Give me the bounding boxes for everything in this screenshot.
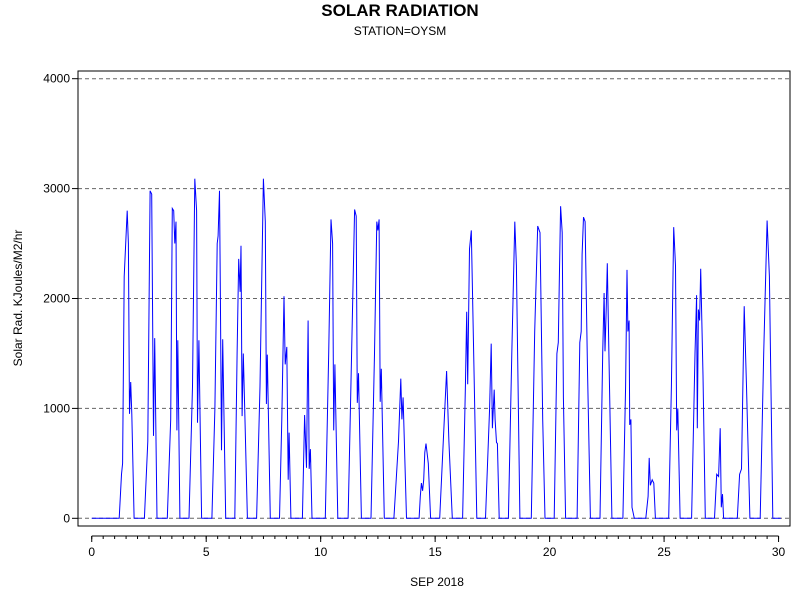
y-axis-label: Solar Rad. KJoules/M2/hr	[11, 230, 25, 367]
x-tick-label: 0	[88, 545, 95, 559]
y-axis: 0 1000 2000 3000 4000	[43, 72, 78, 525]
x-tick-label: 10	[314, 545, 328, 559]
x-tick-label: 20	[543, 545, 557, 559]
grid-layer	[78, 78, 790, 519]
y-tick-label: 1000	[43, 401, 70, 415]
y-tick-label: 4000	[43, 72, 70, 86]
x-axis: 0 5 10 15 20 25 30	[88, 535, 786, 559]
x-tick-label: 25	[657, 545, 671, 559]
x-tick-label: 30	[772, 545, 786, 559]
y-tick-label: 0	[63, 511, 70, 525]
x-tick-label: 5	[203, 545, 210, 559]
x-axis-label: SEP 2018	[410, 575, 464, 589]
series-line	[91, 178, 781, 519]
chart-title: SOLAR RADIATION	[321, 1, 479, 20]
x-tick-label: 15	[428, 545, 442, 559]
y-tick-label: 2000	[43, 292, 70, 306]
chart-subtitle: STATION=OYSM	[353, 24, 447, 38]
y-tick-label: 3000	[43, 182, 70, 196]
